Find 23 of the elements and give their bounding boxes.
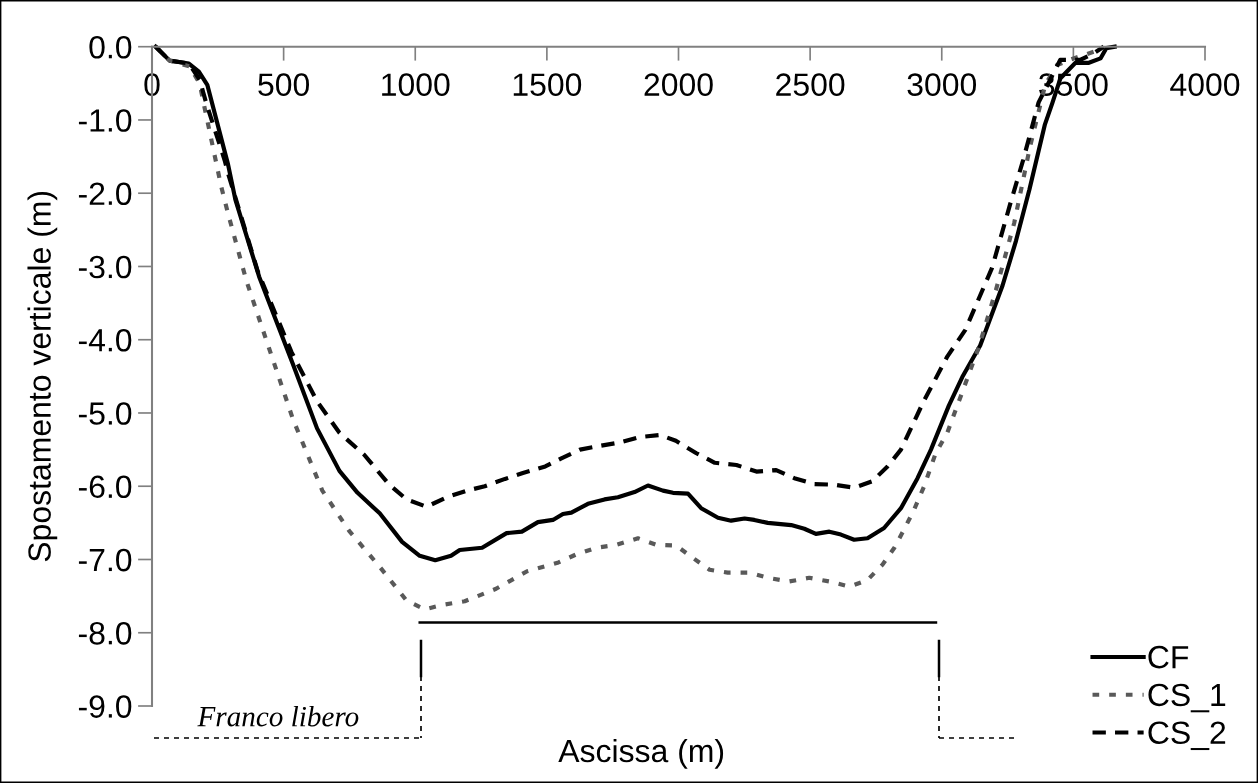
- x-tick-label: 500: [258, 73, 310, 96]
- legend-label: CS_2: [1148, 721, 1226, 751]
- x-tick-label: 2000: [644, 73, 713, 96]
- x-axis-title: Ascissa (m): [558, 738, 724, 769]
- legend-label: CS_1: [1148, 683, 1226, 713]
- x-tick-label: 4000: [1170, 73, 1240, 96]
- y-axis-title: Spostamento verticale (m): [27, 191, 58, 562]
- y-tick-label: -6.0: [78, 475, 132, 499]
- y-tick-label: -1.0: [78, 109, 132, 132]
- y-tick-label: -4.0: [78, 328, 132, 352]
- legend-label: CF: [1148, 645, 1189, 669]
- y-tick-label: -8.0: [78, 622, 132, 645]
- x-tick-label: 1000: [382, 73, 450, 96]
- y-tick-label: 0.0: [89, 35, 132, 59]
- x-tick-label: 3000: [907, 73, 977, 96]
- y-tick-label: -3.0: [78, 255, 132, 279]
- y-tick-label: -7.0: [78, 548, 132, 572]
- x-tick-label: 2500: [776, 73, 845, 96]
- annotation: Franco libero: [197, 705, 359, 727]
- y-tick-label: -9.0: [78, 695, 132, 718]
- y-tick-label: -2.0: [78, 182, 132, 206]
- x-tick-label: 1500: [513, 73, 582, 96]
- y-tick-label: -5.0: [78, 402, 132, 425]
